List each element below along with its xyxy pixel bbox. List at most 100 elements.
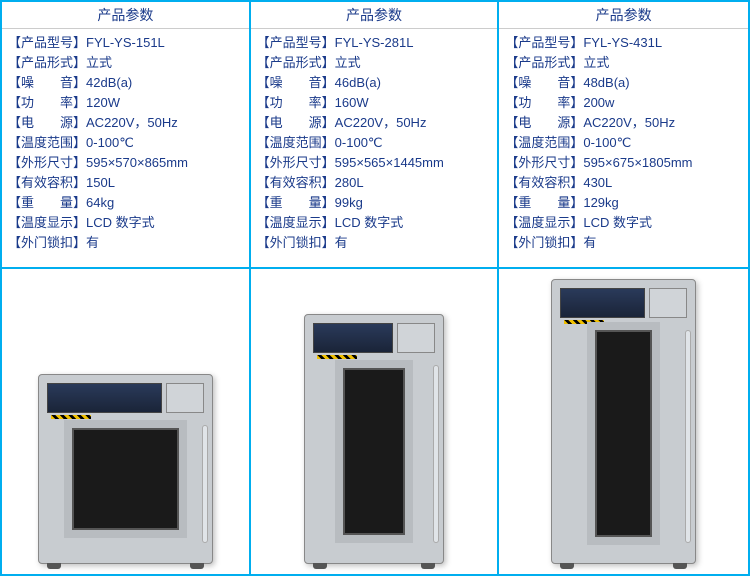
glass-door-icon xyxy=(64,420,187,538)
spec-value: 64kg xyxy=(86,193,114,213)
spec-row-dimensions: 【外形尺寸】 595×565×1445mm xyxy=(257,153,492,173)
product-column: 产品参数【产品型号】FYL-YS-431L【产品形式】立式【噪 音】48dB(a… xyxy=(499,2,748,574)
spec-row-lock: 【外门锁扣】有 xyxy=(257,233,492,253)
spec-value: 立式 xyxy=(583,53,609,73)
spec-label: 【外形尺寸】 xyxy=(8,153,86,173)
spec-label: 【产品形式】 xyxy=(505,53,583,73)
spec-value: AC220V，50Hz xyxy=(583,113,675,133)
spec-value: 有 xyxy=(335,233,348,253)
spec-row-temp_range: 【温度范围】0-100℃ xyxy=(505,133,742,153)
spec-label: 【电 源】 xyxy=(8,113,86,133)
spec-value: 立式 xyxy=(335,53,361,73)
spec-label: 【功 率】 xyxy=(8,93,86,113)
spec-value: 595×675×1805mm xyxy=(583,153,692,173)
spec-value: 430L xyxy=(583,173,612,193)
spec-label: 【温度显示】 xyxy=(257,213,335,233)
spec-label: 【温度范围】 xyxy=(257,133,335,153)
product-column: 产品参数【产品型号】FYL-YS-281L【产品形式】立式【噪 音】46dB(a… xyxy=(251,2,500,574)
column-header: 产品参数 xyxy=(251,2,498,29)
door-handle-icon xyxy=(202,425,208,543)
product-illustration xyxy=(304,314,444,564)
spec-row-noise: 【噪 音】42dB(a) xyxy=(8,73,243,93)
spec-row-form: 【产品形式】立式 xyxy=(257,53,492,73)
spec-row-display: 【温度显示】LCD 数字式 xyxy=(505,213,742,233)
spec-label: 【噪 音】 xyxy=(8,73,86,93)
spec-value: AC220V，50Hz xyxy=(335,113,427,133)
spec-label: 【温度范围】 xyxy=(505,133,583,153)
spec-label: 【产品型号】 xyxy=(257,33,335,53)
spec-label: 【产品型号】 xyxy=(505,33,583,53)
spec-row-form: 【产品形式】立式 xyxy=(8,53,243,73)
spec-value: 立式 xyxy=(86,53,112,73)
spec-row-lock: 【外门锁扣】有 xyxy=(505,233,742,253)
spec-label: 【外形尺寸】 xyxy=(257,153,335,173)
spec-row-dimensions: 【外形尺寸】 595×570×865mm xyxy=(8,153,243,173)
column-header: 产品参数 xyxy=(499,2,748,29)
spec-label: 【温度范围】 xyxy=(8,133,86,153)
spec-row-volume: 【有效容积】150L xyxy=(8,173,243,193)
spec-value: FYL-YS-431L xyxy=(583,33,662,53)
spec-row-model: 【产品型号】FYL-YS-431L xyxy=(505,33,742,53)
door-handle-icon xyxy=(433,365,439,543)
spec-row-model: 【产品型号】FYL-YS-281L xyxy=(257,33,492,53)
control-panel-icon xyxy=(313,323,393,353)
spec-value: 150L xyxy=(86,173,115,193)
spec-row-power: 【功 率】160W xyxy=(257,93,492,113)
spec-row-volume: 【有效容积】430L xyxy=(505,173,742,193)
spec-value: 595×570×865mm xyxy=(86,153,188,173)
panel-side-icon xyxy=(649,288,687,318)
spec-row-weight: 【重 量】64kg xyxy=(8,193,243,213)
spec-label: 【重 量】 xyxy=(8,193,86,213)
product-spec-grid: 产品参数【产品型号】FYL-YS-151L【产品形式】立式【噪 音】42dB(a… xyxy=(0,0,750,576)
spec-label: 【有效容积】 xyxy=(8,173,86,193)
spec-label: 【功 率】 xyxy=(505,93,583,113)
caution-stripe-icon xyxy=(317,355,357,359)
spec-value: 有 xyxy=(86,233,99,253)
spec-label: 【噪 音】 xyxy=(505,73,583,93)
door-handle-icon xyxy=(685,330,691,543)
spec-list: 【产品型号】FYL-YS-431L【产品形式】立式【噪 音】48dB(a)【功 … xyxy=(499,29,748,269)
spec-row-noise: 【噪 音】48dB(a) xyxy=(505,73,742,93)
spec-list: 【产品型号】FYL-YS-281L【产品形式】立式【噪 音】46dB(a)【功 … xyxy=(251,29,498,269)
feet-icon xyxy=(47,563,204,569)
spec-row-supply: 【电 源】AC220V，50Hz xyxy=(257,113,492,133)
spec-label: 【重 量】 xyxy=(505,193,583,213)
spec-label: 【噪 音】 xyxy=(257,73,335,93)
spec-value: 42dB(a) xyxy=(86,73,132,93)
panel-side-icon xyxy=(166,383,204,413)
spec-row-dimensions: 【外形尺寸】 595×675×1805mm xyxy=(505,153,742,173)
spec-value: 46dB(a) xyxy=(335,73,381,93)
spec-row-noise: 【噪 音】46dB(a) xyxy=(257,73,492,93)
spec-row-supply: 【电 源】AC220V，50Hz xyxy=(505,113,742,133)
spec-label: 【外形尺寸】 xyxy=(505,153,583,173)
spec-label: 【重 量】 xyxy=(257,193,335,213)
spec-label: 【功 率】 xyxy=(257,93,335,113)
spec-label: 【电 源】 xyxy=(505,113,583,133)
spec-row-display: 【温度显示】LCD 数字式 xyxy=(257,213,492,233)
spec-label: 【外门锁扣】 xyxy=(257,233,335,253)
spec-row-lock: 【外门锁扣】有 xyxy=(8,233,243,253)
spec-row-model: 【产品型号】FYL-YS-151L xyxy=(8,33,243,53)
spec-value: 129kg xyxy=(583,193,618,213)
spec-label: 【温度显示】 xyxy=(8,213,86,233)
feet-icon xyxy=(560,563,687,569)
spec-row-power: 【功 率】200w xyxy=(505,93,742,113)
spec-value: LCD 数字式 xyxy=(86,213,155,233)
spec-value: 99kg xyxy=(335,193,363,213)
spec-value: 280L xyxy=(335,173,364,193)
spec-value: 0-100℃ xyxy=(335,133,383,153)
glass-door-icon xyxy=(335,360,413,543)
control-panel-icon xyxy=(47,383,162,413)
spec-row-volume: 【有效容积】280L xyxy=(257,173,492,193)
spec-label: 【产品形式】 xyxy=(257,53,335,73)
product-illustration xyxy=(38,374,213,564)
spec-label: 【有效容积】 xyxy=(257,173,335,193)
spec-value: 0-100℃ xyxy=(86,133,134,153)
spec-label: 【产品型号】 xyxy=(8,33,86,53)
spec-row-form: 【产品形式】立式 xyxy=(505,53,742,73)
product-image-cell xyxy=(251,269,498,574)
spec-label: 【外门锁扣】 xyxy=(8,233,86,253)
spec-list: 【产品型号】FYL-YS-151L【产品形式】立式【噪 音】42dB(a)【功 … xyxy=(2,29,249,269)
product-image-cell xyxy=(499,269,748,574)
control-panel-icon xyxy=(560,288,645,318)
